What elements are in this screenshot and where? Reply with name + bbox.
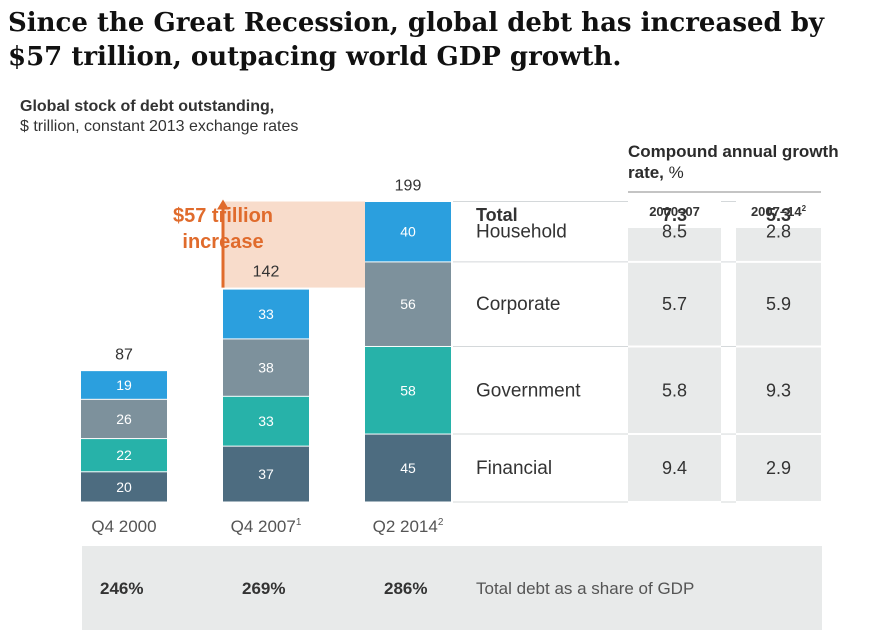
table-cell: 2.8 [766,222,791,242]
table-row-label: Household [476,222,567,243]
table-cell: 5.9 [766,294,791,314]
table-cell: 9.3 [766,380,791,400]
cagr-header-label: Compound annual growth rate, [628,142,839,182]
table-row-label: Corporate [476,294,561,315]
bar-segment-label: 20 [116,479,132,495]
bar-segment-label: 38 [258,360,274,376]
table-cell: 5.3 [766,205,791,225]
table-cell: 5.7 [662,294,687,314]
x-tick-label: Q4 20071 [231,517,302,536]
debt-to-gdp-value: 269% [242,579,286,598]
bar-segment [365,346,451,434]
cagr-header-unit: % [668,163,684,182]
bar-total-label: 199 [395,178,422,195]
table-row-label: Government [476,380,581,401]
table-cell: 7.3 [662,205,687,225]
debt-to-gdp-value: 286% [384,579,428,598]
bar-segment-label: 56 [400,296,416,312]
x-tick-label: Q2 20142 [373,517,444,536]
bar-segment [81,439,167,472]
bar-total-label: 87 [115,347,133,364]
cagr-header: Compound annual growth rate, % [628,141,876,183]
subtitle-line-1: Global stock of debt outstanding, [20,98,275,115]
table-row-label: Financial [476,458,552,479]
bar-segment [81,371,167,399]
bar-segment [81,472,167,502]
bar-segment-label: 40 [400,224,416,240]
table-column-header: 2000–07 [649,204,700,219]
bar-segment [81,399,167,439]
increase-highlight [223,201,365,288]
bar-segment [223,446,309,502]
bar-segment-label: 45 [400,460,416,476]
bar-segment [365,262,451,346]
increase-annotation: $57 trillion [173,205,273,227]
bar-segment-label: 19 [116,377,132,393]
debt-to-gdp-value: 246% [100,579,144,598]
table-column-bg [736,228,821,502]
table-column-header: 2007–142 [751,204,807,219]
bar-segment [223,396,309,446]
subtitle-line-2: $ trillion, constant 2013 exchange rates [20,118,299,135]
table-cell: 8.5 [662,222,687,242]
bar-total-label: 142 [253,264,280,281]
bar-segment-label: 22 [116,447,132,463]
increase-arrow-head [217,199,229,210]
bar-segment-label: 33 [258,306,274,322]
bar-segment-label: 58 [400,382,416,398]
bar-segment-label: 26 [116,411,132,427]
bar-segment [223,339,309,396]
chart-subtitle: Global stock of debt outstanding, $ tril… [20,97,298,137]
bar-segment-label: 37 [258,466,274,482]
debt-to-gdp-label: Total debt as a share of GDP [476,579,695,598]
headline: Since the Great Recession, global debt h… [8,8,825,72]
table-cell: 9.4 [662,458,687,478]
table-column-bg [628,228,721,502]
table-cell: 2.9 [766,458,791,478]
bar-segment [365,434,451,502]
bar-segment [223,289,309,339]
increase-annotation: increase [182,231,263,253]
table-row-label: Total [476,205,518,225]
bar-segment [365,202,451,262]
table-cell: 5.8 [662,380,687,400]
x-tick-label: Q4 2000 [91,517,156,536]
bar-segment-label: 33 [258,413,274,429]
debt-to-gdp-band: 246% 269% 286% Total debt as a share of … [82,546,822,630]
